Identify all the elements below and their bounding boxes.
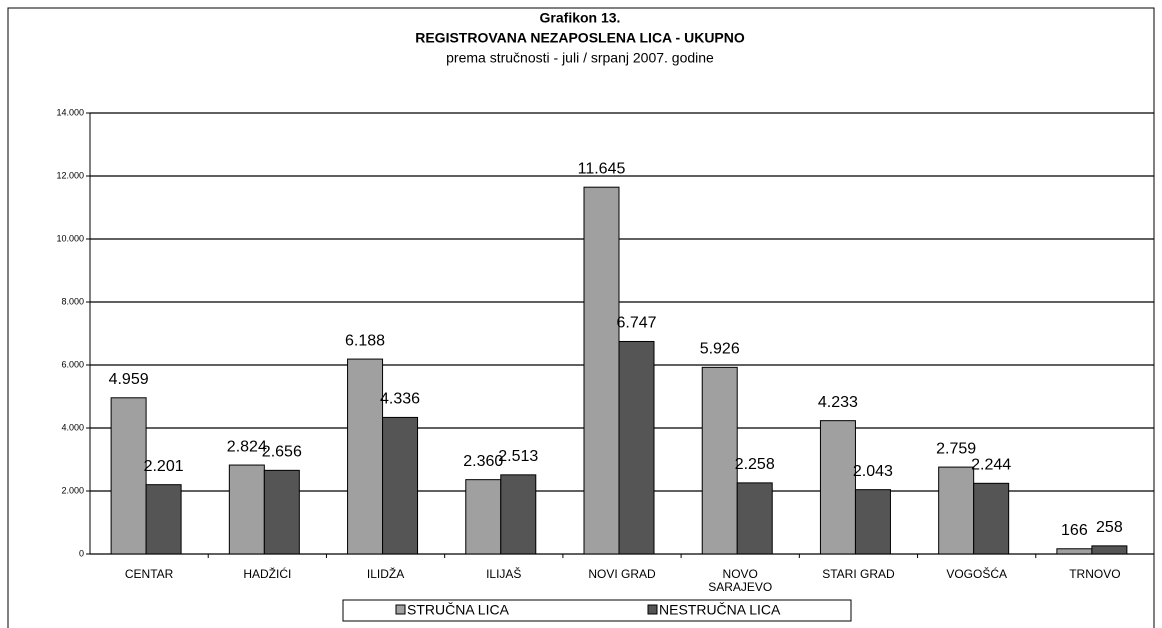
x-tick-label: TRNOVO xyxy=(1069,567,1121,581)
data-label: 2.824 xyxy=(227,438,267,455)
bar xyxy=(618,340,655,555)
x-tick-label: NOVI GRAD xyxy=(588,567,656,581)
data-label: 4.336 xyxy=(380,391,420,408)
bar xyxy=(465,479,502,555)
data-label: 11.645 xyxy=(578,160,626,177)
y-tick-label: 10.000 xyxy=(56,233,84,243)
bar xyxy=(1091,545,1128,555)
data-label: 5.926 xyxy=(700,341,740,358)
legend-label: NESTRUČNA LICA xyxy=(659,602,781,618)
bar xyxy=(583,186,620,555)
bar xyxy=(263,469,300,555)
bar xyxy=(110,397,147,555)
bar xyxy=(382,416,419,555)
data-label: 4.959 xyxy=(109,371,149,388)
data-label: 2.513 xyxy=(498,448,538,465)
y-tick-label: 4.000 xyxy=(61,422,84,432)
chart-subtitle: REGISTROVANA NEZAPOSLENA LICA - UKUPNO xyxy=(415,30,745,46)
x-tick-label: VOGOŠĆA xyxy=(946,567,1007,581)
legend-box xyxy=(342,599,852,622)
y-tick-label: 14.000 xyxy=(56,107,84,117)
data-label: 2.759 xyxy=(936,440,976,457)
chart-title: Grafikon 13. xyxy=(540,10,621,26)
x-tick-label: ILIDŽA xyxy=(366,567,405,581)
x-tick-label: ILIJAŠ xyxy=(486,567,522,581)
bar xyxy=(736,482,773,555)
bar xyxy=(500,474,537,555)
data-label: 2.043 xyxy=(853,463,893,480)
x-tick-label: HADŽIĆI xyxy=(243,567,292,581)
bar xyxy=(228,464,265,555)
bar xyxy=(973,482,1010,555)
y-tick-label: 2.000 xyxy=(61,485,84,495)
bar xyxy=(347,358,384,555)
data-label: 2.360 xyxy=(463,453,503,470)
data-label: 2.656 xyxy=(262,444,302,461)
data-label: 2.201 xyxy=(144,458,184,475)
legend-label: STRUČNA LICA xyxy=(407,602,510,618)
bar xyxy=(145,484,182,555)
data-label: 258 xyxy=(1096,519,1123,536)
legend-swatch xyxy=(395,604,406,615)
x-tick-label: NOVO SARAJEVO xyxy=(708,567,773,594)
data-label: 2.258 xyxy=(735,456,775,473)
y-tick-label: 6.000 xyxy=(61,359,84,369)
x-tick-label: STARI GRAD xyxy=(822,567,895,581)
bar xyxy=(1056,548,1093,555)
bar xyxy=(819,420,856,555)
legend-swatch xyxy=(647,604,658,615)
data-label: 6.747 xyxy=(616,315,656,332)
data-label: 166 xyxy=(1061,522,1088,539)
bar xyxy=(938,466,975,555)
y-tick-label: 8.000 xyxy=(61,296,84,306)
y-tick-label: 12.000 xyxy=(56,170,84,180)
data-label: 2.244 xyxy=(971,457,1011,474)
data-label: 4.233 xyxy=(818,394,858,411)
y-tick-label: 0 xyxy=(79,548,84,558)
chart-subtitle: prema stručnosti - juli / srpanj 2007. g… xyxy=(446,50,714,66)
bar xyxy=(701,366,738,555)
chart-frame xyxy=(7,7,1155,628)
x-tick-label: CENTAR xyxy=(124,567,174,581)
data-label: 6.188 xyxy=(345,332,385,349)
bar xyxy=(854,489,891,555)
